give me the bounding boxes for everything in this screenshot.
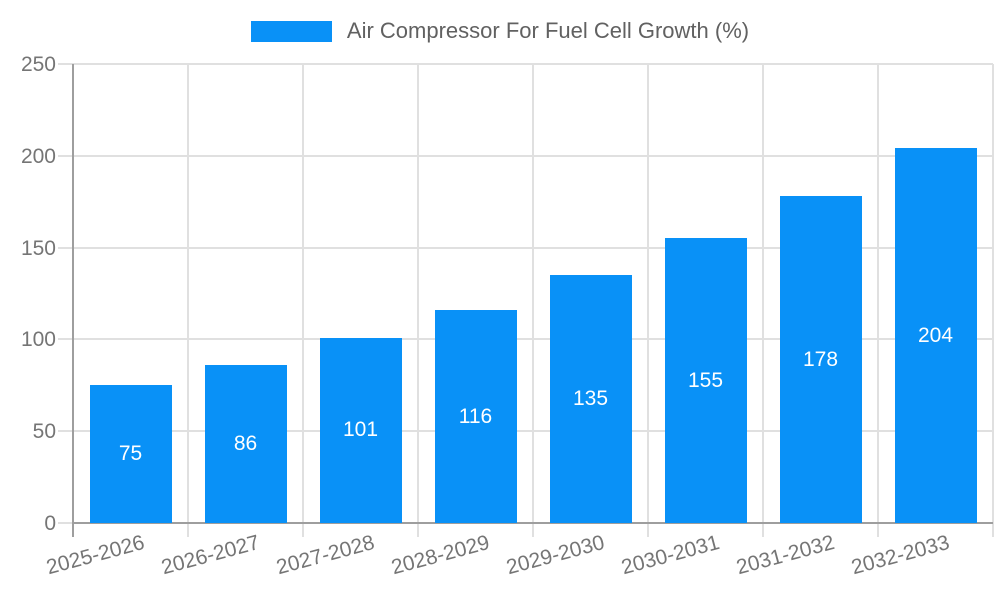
y-axis-tick — [58, 338, 73, 341]
x-axis-tick — [302, 523, 304, 537]
x-axis-tick — [532, 523, 534, 537]
x-gridline — [417, 64, 419, 523]
x-axis-tick — [877, 523, 879, 537]
bar-2025-2026[interactable] — [89, 385, 172, 523]
bar-2029-2030[interactable] — [549, 275, 632, 523]
x-axis-line — [73, 522, 993, 524]
bar-value-label: 204 — [917, 323, 954, 347]
bar-value-label: 101 — [342, 418, 379, 442]
y-axis-line — [72, 64, 74, 523]
legend-swatch-icon — [250, 20, 332, 42]
bar-2028-2029[interactable] — [434, 310, 517, 523]
y-axis-tick — [58, 430, 73, 433]
y-axis-tick-label: 100 — [20, 328, 56, 352]
y-axis-tick — [58, 154, 73, 157]
bar-value-label: 86 — [233, 432, 258, 456]
x-axis-tick — [647, 523, 649, 537]
x-gridline — [647, 64, 649, 523]
x-gridline — [302, 64, 304, 523]
bar-2031-2032[interactable] — [779, 196, 862, 523]
bar-value-label: 116 — [458, 404, 493, 428]
y-axis-tick-label: 200 — [20, 144, 56, 168]
x-gridline — [762, 64, 764, 523]
y-axis-tick-label: 250 — [20, 53, 56, 76]
x-axis-tick — [72, 523, 74, 537]
x-axis-tick — [187, 523, 189, 537]
bar-value-label: 135 — [572, 387, 609, 411]
x-gridline — [992, 64, 994, 523]
bar-value-label: 178 — [802, 347, 839, 371]
x-axis-tick — [992, 523, 994, 537]
bar-2027-2028[interactable] — [319, 337, 402, 523]
bar-value-label: 155 — [687, 368, 724, 392]
y-axis-tick — [58, 63, 73, 65]
y-axis-tick — [58, 522, 73, 524]
x-gridline — [532, 64, 534, 523]
y-axis-tick — [58, 246, 73, 249]
y-axis-tick-label: 50 — [32, 420, 56, 444]
bar-2032-2033[interactable] — [894, 148, 977, 523]
bar-value-label: 75 — [118, 442, 143, 466]
legend-label: Air Compressor For Fuel Cell Growth (%) — [346, 18, 750, 43]
x-axis-tick — [417, 523, 419, 537]
x-gridline — [877, 64, 879, 523]
bar-2026-2027[interactable] — [204, 365, 287, 523]
y-axis-tick-label: 0 — [44, 512, 56, 535]
y-axis-tick-label: 150 — [20, 236, 56, 260]
chart-legend[interactable]: Air Compressor For Fuel Cell Growth (%) — [0, 18, 1000, 44]
x-axis-tick — [762, 523, 764, 537]
bar-2030-2031[interactable] — [664, 238, 747, 523]
x-gridline — [187, 64, 189, 523]
